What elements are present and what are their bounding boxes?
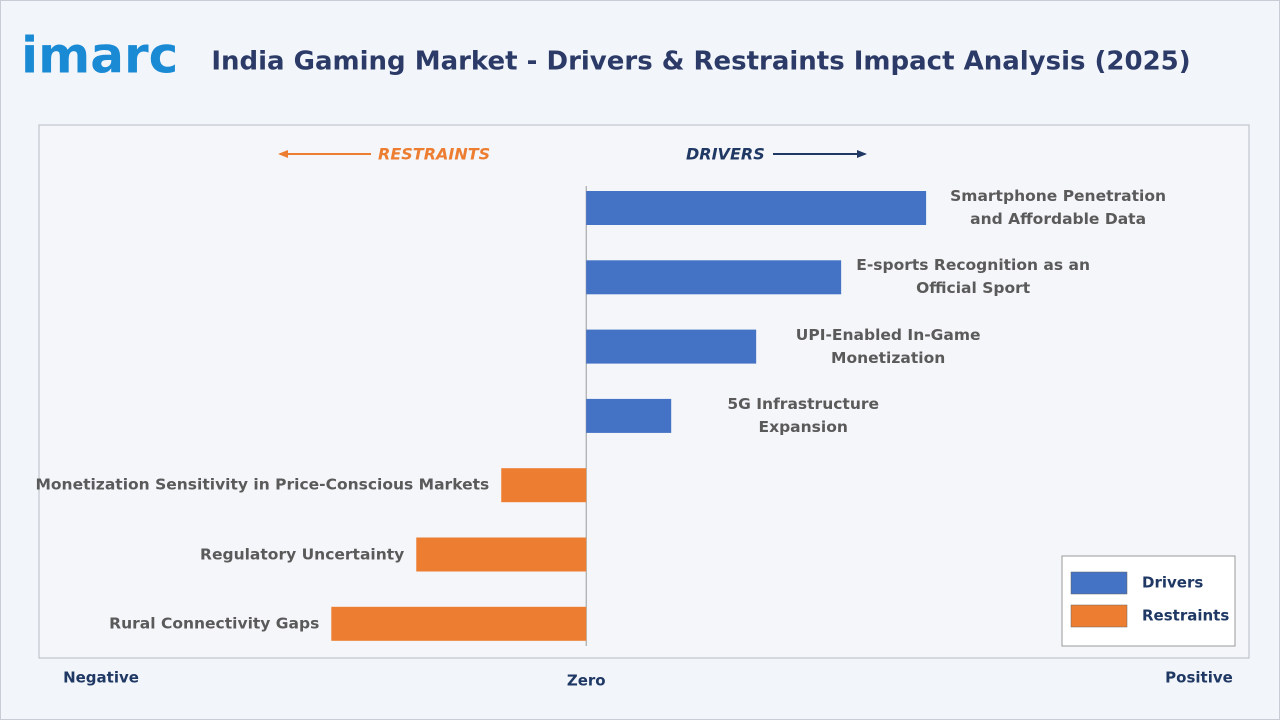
bar bbox=[586, 398, 672, 433]
bar bbox=[586, 191, 927, 225]
drivers-header: DRIVERS bbox=[686, 145, 765, 164]
bar bbox=[586, 260, 842, 295]
logo: imarc bbox=[21, 27, 178, 85]
legend-label: Drivers bbox=[1142, 574, 1203, 592]
category-label: E-sports Recognition as an Official Spor… bbox=[856, 256, 1091, 298]
legend bbox=[1061, 555, 1236, 647]
legend-swatch bbox=[1070, 571, 1128, 595]
category-label: 5G Infrastructure Expansion bbox=[727, 394, 880, 436]
legend-label: Restraints bbox=[1142, 607, 1229, 625]
category-label: Rural Connectivity Gaps bbox=[109, 614, 320, 633]
category-label: Monetization Sensitivity in Price-Consci… bbox=[35, 475, 490, 494]
legend-swatch bbox=[1070, 604, 1128, 628]
restraints-header: RESTRAINTS bbox=[378, 145, 490, 164]
positive-label: Positive bbox=[1165, 669, 1233, 687]
category-label: Regulatory Uncertainty bbox=[200, 545, 405, 563]
zero-label: Zero bbox=[567, 672, 606, 690]
arrow-head bbox=[857, 150, 867, 158]
category-label: UPI-Enabled In-Game Monetization bbox=[795, 325, 981, 367]
bar bbox=[416, 537, 587, 572]
arrow-head bbox=[278, 150, 288, 158]
chart-title: India Gaming Market - Drivers & Restrain… bbox=[211, 47, 1190, 77]
category-label: Smartphone Penetration and Affordable Da… bbox=[950, 187, 1167, 228]
bar bbox=[586, 329, 757, 364]
bar bbox=[331, 606, 587, 641]
bar bbox=[501, 468, 587, 503]
negative-label: Negative bbox=[63, 669, 139, 687]
